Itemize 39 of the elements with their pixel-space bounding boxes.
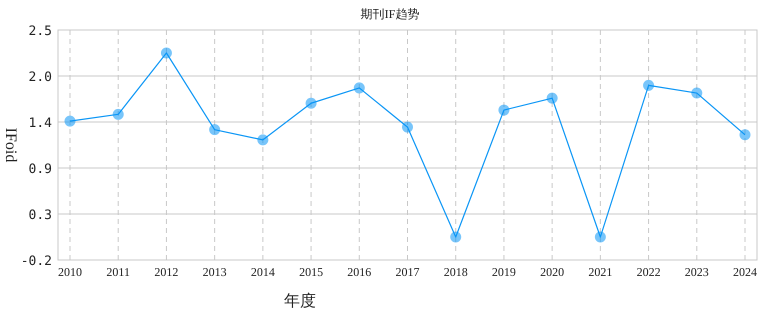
x-tick-label: 2014 bbox=[250, 265, 275, 279]
x-tick-label: 2019 bbox=[492, 265, 516, 279]
point bbox=[498, 104, 510, 116]
y-tick-label: 1.4 bbox=[28, 116, 52, 131]
point bbox=[354, 82, 365, 94]
x-tick-label: 2016 bbox=[347, 265, 372, 279]
point bbox=[643, 80, 654, 91]
x-tick-label: 2010 bbox=[58, 265, 82, 279]
point bbox=[546, 92, 558, 104]
y-tick-label: 0.3 bbox=[28, 208, 52, 223]
point bbox=[64, 116, 76, 127]
point bbox=[740, 129, 750, 140]
point bbox=[594, 232, 606, 242]
point bbox=[209, 124, 220, 136]
point bbox=[112, 108, 124, 120]
x-tick-label: 2017 bbox=[396, 265, 420, 279]
y-tick-label: 2.5 bbox=[28, 24, 52, 39]
x-tick-label: 2013 bbox=[202, 265, 227, 279]
point bbox=[306, 98, 317, 109]
chart-title: 期刊IF趋势 bbox=[360, 7, 420, 21]
x-axis-title: 年度 bbox=[284, 292, 316, 310]
x-tick-label: 2015 bbox=[299, 265, 324, 279]
x-tick-label: 2024 bbox=[733, 265, 757, 279]
x-tick-label: 2020 bbox=[540, 265, 564, 279]
y-tick-label: -0.2 bbox=[20, 254, 52, 269]
point bbox=[450, 232, 462, 242]
x-tick-label: 2012 bbox=[154, 265, 178, 279]
x-tick-label: 2023 bbox=[684, 265, 709, 279]
y-tick-label: 2.0 bbox=[28, 70, 52, 85]
point bbox=[257, 134, 268, 146]
y-axis-title: IFoid bbox=[2, 128, 19, 162]
point bbox=[691, 88, 702, 99]
point bbox=[402, 122, 413, 133]
y-tick-label: 0.9 bbox=[28, 162, 52, 177]
x-tick-label: 2018 bbox=[444, 265, 468, 279]
x-tick-label: 2021 bbox=[588, 265, 612, 279]
x-tick-label: 2011 bbox=[106, 265, 130, 279]
x-tick-label: 2022 bbox=[636, 265, 661, 279]
point bbox=[160, 48, 172, 58]
